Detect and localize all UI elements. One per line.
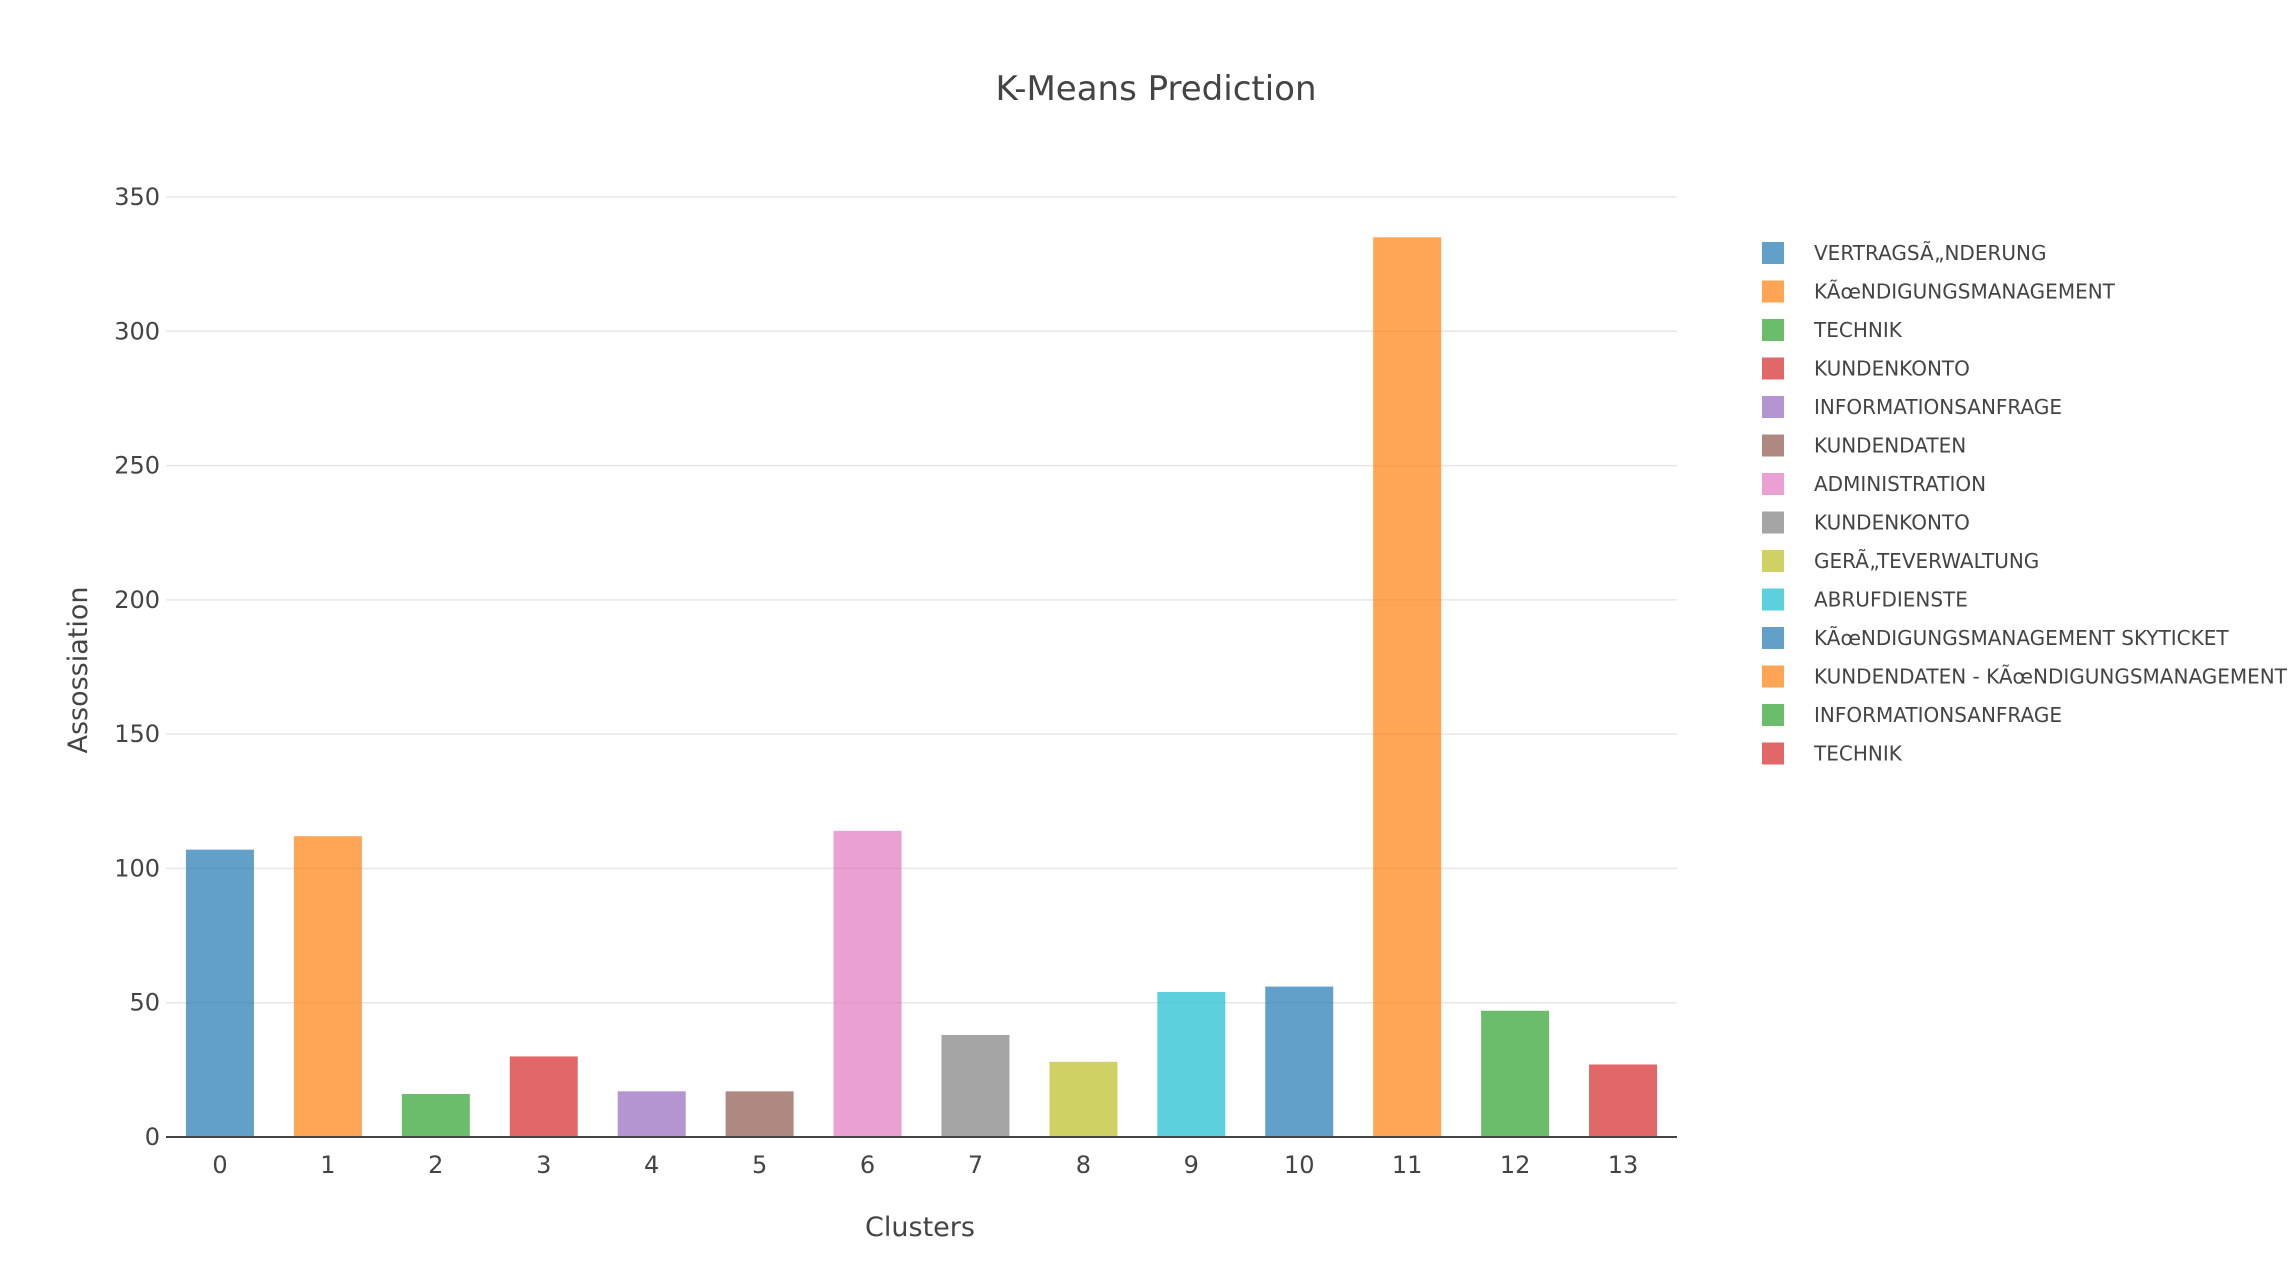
legend-swatch (1762, 396, 1784, 418)
legend-label: KUNDENKONTO (1814, 357, 1970, 381)
x-tick-label: 9 (1184, 1151, 1199, 1179)
legend-swatch (1762, 627, 1784, 649)
gridlines (166, 196, 1677, 1004)
bar-cluster-8 (1049, 1061, 1118, 1137)
y-tick-label: 50 (129, 989, 160, 1017)
chart-title: K-Means Prediction (995, 69, 1316, 109)
legend-label: GERÃ„TEVERWALTUNG (1814, 549, 2039, 573)
x-tick-label: 10 (1284, 1151, 1315, 1179)
bar-cluster-11 (1373, 237, 1442, 1138)
x-tick-label: 6 (860, 1151, 875, 1179)
x-axis-ticks: 0 1 2 3 4 5 6 7 8 9 10 11 12 13 (212, 1151, 1638, 1179)
legend-item[interactable]: TECHNIK (1762, 318, 1903, 342)
legend-swatch (1762, 665, 1784, 688)
x-tick-label: 8 (1076, 1151, 1091, 1179)
legend-label: ADMINISTRATION (1814, 472, 1986, 496)
x-tick-label: 11 (1392, 1151, 1423, 1179)
y-tick-label: 0 (145, 1123, 160, 1151)
x-tick-label: 5 (752, 1151, 767, 1179)
legend-label: KUNDENDATEN (1814, 434, 1966, 458)
y-tick-label: 250 (114, 452, 160, 480)
legend-label: KÃœNDIGUNGSMANAGEMENT SKYTICKET (1814, 626, 2229, 650)
legend-swatch (1762, 434, 1784, 457)
legend-swatch (1762, 704, 1784, 726)
legend-swatch (1762, 588, 1784, 611)
legend-item[interactable]: INFORMATIONSANFRAGE (1762, 395, 2062, 419)
legend-label: TECHNIK (1813, 318, 1903, 342)
legend-label: TECHNIK (1813, 742, 1903, 766)
y-tick-label: 100 (114, 854, 160, 882)
x-axis-title: Clusters (865, 1212, 975, 1243)
x-tick-label: 7 (968, 1151, 983, 1179)
legend-item[interactable]: GERÃ„TEVERWALTUNG (1762, 549, 2039, 573)
legend-swatch (1762, 473, 1784, 495)
legend-label: KUNDENKONTO (1814, 511, 1970, 535)
y-axis-title: Assossiation (63, 586, 94, 753)
legend-swatch (1762, 511, 1784, 534)
legend-swatch (1762, 550, 1784, 572)
legend-swatch (1762, 242, 1784, 264)
bars (185, 237, 1658, 1138)
legend-swatch (1762, 319, 1784, 341)
legend-swatch (1762, 357, 1784, 380)
x-tick-label: 2 (428, 1151, 443, 1179)
legend-label: ABRUFDIENSTE (1814, 588, 1968, 612)
legend-item[interactable]: VERTRAGSÃ„NDERUNG (1762, 241, 2046, 265)
bar-cluster-0 (185, 849, 254, 1137)
y-tick-label: 150 (114, 720, 160, 748)
bar-cluster-6 (833, 830, 902, 1137)
legend-item[interactable]: KUNDENDATEN (1762, 434, 1966, 458)
x-tick-label: 4 (644, 1151, 659, 1179)
legend-item[interactable]: KUNDENDATEN - KÃœNDIGUNGSMANAGEMENT (1762, 665, 2288, 689)
bar-cluster-5 (725, 1091, 794, 1137)
bar-cluster-10 (1265, 986, 1334, 1137)
y-axis-ticks: 0 50 100 150 200 250 300 350 (114, 183, 160, 1151)
legend-label: INFORMATIONSANFRAGE (1814, 395, 2062, 419)
bar-cluster-12 (1481, 1010, 1550, 1137)
x-tick-label: 3 (536, 1151, 551, 1179)
x-tick-label: 0 (212, 1151, 227, 1179)
bar-cluster-7 (941, 1034, 1010, 1137)
bar-cluster-4 (617, 1091, 686, 1137)
y-tick-label: 300 (114, 317, 160, 345)
legend-item[interactable]: ADMINISTRATION (1762, 472, 1986, 496)
y-tick-label: 350 (114, 183, 160, 211)
legend-item[interactable]: ABRUFDIENSTE (1762, 588, 1968, 612)
bar-cluster-1 (293, 836, 362, 1137)
y-tick-label: 200 (114, 586, 160, 614)
legend-item[interactable]: KUNDENKONTO (1762, 357, 1970, 381)
bar-cluster-2 (401, 1094, 470, 1137)
legend-item[interactable]: KÃœNDIGUNGSMANAGEMENT SKYTICKET (1762, 626, 2229, 650)
bar-cluster-9 (1157, 991, 1226, 1137)
x-tick-label: 13 (1608, 1151, 1639, 1179)
legend-item[interactable]: TECHNIK (1762, 742, 1903, 766)
legend-item[interactable]: KUNDENKONTO (1762, 511, 1970, 535)
bar-cluster-3 (509, 1056, 578, 1137)
legend: VERTRAGSÃ„NDERUNG KÃœNDIGUNGSMANAGEMENT TE… (1762, 241, 2288, 766)
x-tick-label: 1 (320, 1151, 335, 1179)
legend-label: VERTRAGSÃ„NDERUNG (1814, 241, 2046, 265)
bar-cluster-13 (1589, 1064, 1658, 1137)
legend-label: KUNDENDATEN - KÃœNDIGUNGSMANAGEMENT (1814, 665, 2288, 689)
x-tick-label: 12 (1500, 1151, 1531, 1179)
legend-label: KÃœNDIGUNGSMANAGEMENT (1814, 280, 2116, 304)
legend-item[interactable]: KÃœNDIGUNGSMANAGEMENT (1762, 280, 2116, 304)
legend-swatch (1762, 742, 1784, 765)
legend-label: INFORMATIONSANFRAGE (1814, 703, 2062, 727)
legend-item[interactable]: INFORMATIONSANFRAGE (1762, 703, 2062, 727)
legend-swatch (1762, 280, 1784, 303)
